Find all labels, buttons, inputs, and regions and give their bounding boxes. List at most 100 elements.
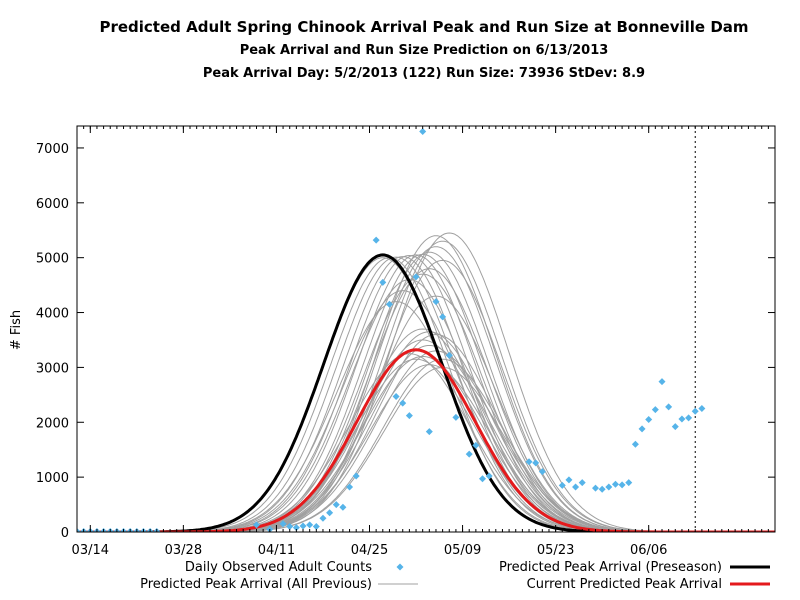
x-tick-label-3: 04/25 bbox=[351, 543, 388, 558]
observed-point-24 bbox=[339, 503, 347, 511]
plot-area bbox=[77, 126, 775, 532]
previous-prediction-curve-28 bbox=[77, 358, 775, 532]
axes: 0 1000 2000 3000 4000 5000 6000 7000 03/14 03/28 0… bbox=[36, 125, 776, 558]
y-tick-label-7: 7000 bbox=[36, 142, 69, 157]
observed-point-13 bbox=[252, 521, 260, 529]
observed-point-55 bbox=[618, 481, 626, 489]
observed-point-54 bbox=[611, 480, 619, 488]
observed-point-49 bbox=[572, 483, 580, 491]
previous-prediction-curve-30 bbox=[77, 355, 775, 532]
observed-point-42 bbox=[479, 475, 487, 483]
observed-point-66 bbox=[691, 407, 699, 415]
y-tick-label-5: 5000 bbox=[36, 252, 69, 267]
observed-point-50 bbox=[578, 479, 586, 487]
previous-prediction-curve-22 bbox=[77, 339, 775, 532]
observed-point-43 bbox=[485, 472, 493, 480]
y-tick-label-4: 4000 bbox=[36, 307, 69, 322]
observed-point-39 bbox=[452, 413, 460, 421]
observed-point-31 bbox=[399, 399, 407, 407]
observed-point-57 bbox=[631, 440, 639, 448]
observed-point-63 bbox=[671, 423, 679, 431]
x-tick-label-4: 05/09 bbox=[444, 543, 481, 558]
observed-point-25 bbox=[346, 483, 354, 491]
y-tick-label-6: 6000 bbox=[36, 197, 69, 212]
previous-prediction-curve-5 bbox=[77, 254, 775, 532]
observed-point-52 bbox=[598, 485, 606, 493]
observed-point-46 bbox=[538, 468, 546, 476]
observed-point-47 bbox=[558, 481, 566, 489]
previous-prediction-curve-21 bbox=[77, 333, 775, 532]
observed-point-41 bbox=[472, 441, 480, 449]
x-tick-label-6: 06/06 bbox=[630, 543, 667, 558]
observed-point-62 bbox=[665, 403, 673, 411]
observed-point-22 bbox=[326, 509, 334, 517]
observed-point-18 bbox=[299, 522, 307, 530]
x-tick-label-2: 04/11 bbox=[258, 543, 295, 558]
observed-point-27 bbox=[372, 236, 380, 244]
previous-prediction-curve-11 bbox=[77, 235, 775, 532]
observed-point-29 bbox=[385, 300, 393, 308]
y-tick-label-0: 0 bbox=[61, 526, 69, 541]
legend-swatch-observed bbox=[396, 563, 404, 571]
observed-point-19 bbox=[306, 521, 314, 529]
x-tick-label-0: 03/14 bbox=[72, 543, 109, 558]
chart-subtitle: Peak Arrival and Run Size Prediction on … bbox=[240, 43, 609, 58]
observed-point-16 bbox=[286, 523, 294, 531]
previous-prediction-curve-16 bbox=[77, 290, 775, 532]
previous-prediction-curve-17 bbox=[77, 301, 775, 532]
observed-point-40 bbox=[465, 450, 473, 458]
previous-prediction-curve-9 bbox=[77, 240, 775, 532]
legend-label-current: Current Predicted Peak Arrival bbox=[527, 577, 722, 592]
preseason-prediction-curve bbox=[77, 253, 775, 532]
observed-point-32 bbox=[405, 412, 413, 420]
observed-point-67 bbox=[698, 405, 706, 413]
legend-label-observed: Daily Observed Adult Counts bbox=[185, 560, 372, 575]
observed-point-21 bbox=[319, 514, 327, 522]
previous-prediction-curve-25 bbox=[77, 358, 775, 532]
previous-prediction-curve-4 bbox=[77, 254, 775, 532]
legend: Daily Observed Adult Counts Predicted Pea… bbox=[140, 560, 770, 592]
observed-point-44 bbox=[525, 458, 533, 466]
observed-point-34 bbox=[419, 127, 427, 135]
observed-point-28 bbox=[379, 278, 387, 286]
observed-point-30 bbox=[392, 392, 400, 400]
y-axis-label: # Fish bbox=[9, 310, 24, 350]
observed-point-23 bbox=[332, 501, 340, 509]
y-tick-label-3: 3000 bbox=[36, 361, 69, 376]
y-tick-label-2: 2000 bbox=[36, 416, 69, 431]
previous-prediction-curve-14 bbox=[77, 273, 775, 532]
previous-prediction-curve-24 bbox=[77, 350, 775, 532]
plot-frame bbox=[76, 125, 776, 533]
observed-point-17 bbox=[292, 524, 300, 532]
observed-point-20 bbox=[312, 523, 320, 531]
y-tick-label-1: 1000 bbox=[36, 471, 69, 486]
observed-point-38 bbox=[445, 351, 453, 359]
observed-point-58 bbox=[638, 425, 646, 433]
observed-point-37 bbox=[439, 313, 447, 321]
observed-point-61 bbox=[658, 378, 666, 386]
observed-point-59 bbox=[645, 416, 653, 424]
previous-prediction-curve-19 bbox=[77, 328, 775, 532]
previous-prediction-curve-29 bbox=[77, 353, 775, 532]
observed-point-60 bbox=[651, 406, 659, 414]
legend-label-preseason: Predicted Peak Arrival (Preseason) bbox=[499, 560, 722, 575]
previous-prediction-curve-7 bbox=[77, 251, 775, 532]
previous-prediction-curve-12 bbox=[77, 259, 775, 532]
previous-prediction-curve-2 bbox=[77, 256, 775, 532]
observed-point-33 bbox=[412, 273, 420, 281]
previous-prediction-curve-18 bbox=[77, 295, 775, 532]
x-tick-label-5: 05/23 bbox=[537, 543, 574, 558]
observed-point-36 bbox=[432, 298, 440, 306]
chart-title: Predicted Adult Spring Chinook Arrival P… bbox=[99, 18, 748, 36]
previous-prediction-curve-27 bbox=[77, 364, 775, 532]
observed-point-26 bbox=[352, 472, 360, 480]
observed-point-56 bbox=[625, 479, 633, 487]
previous-prediction-curve-26 bbox=[77, 366, 775, 532]
observed-point-0 bbox=[77, 527, 81, 532]
observed-point-45 bbox=[532, 459, 540, 467]
previous-prediction-curve-6 bbox=[77, 253, 775, 532]
observed-point-48 bbox=[565, 476, 573, 484]
chart-subtitle-2: Peak Arrival Day: 5/2/2013 (122) Run Siz… bbox=[203, 66, 645, 81]
observed-point-53 bbox=[605, 483, 613, 491]
